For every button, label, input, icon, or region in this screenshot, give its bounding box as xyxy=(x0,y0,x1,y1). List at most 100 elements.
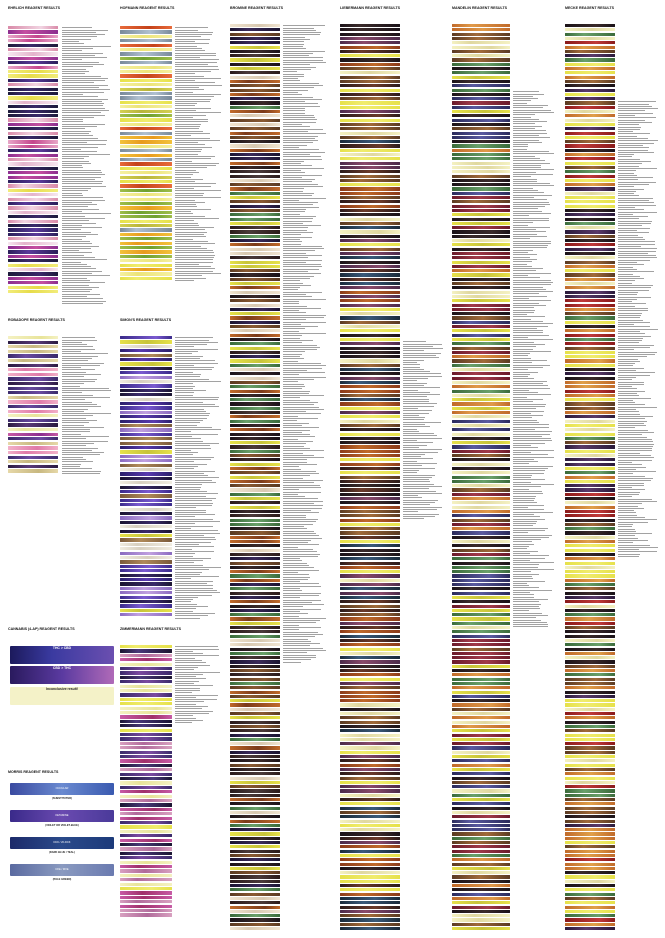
note-line xyxy=(513,323,553,325)
color-strip xyxy=(8,259,58,263)
note-line xyxy=(618,376,636,378)
note-line xyxy=(62,93,83,95)
note-line xyxy=(175,266,211,268)
note-line xyxy=(513,546,529,548)
note-line xyxy=(62,298,103,300)
color-strip xyxy=(230,849,280,853)
color-strip xyxy=(8,48,58,52)
note-line xyxy=(283,57,323,59)
note-line xyxy=(513,240,551,242)
note-line xyxy=(283,192,314,194)
note-line xyxy=(513,109,551,111)
section-title: ZIMMERMANN REAGENT RESULTS xyxy=(120,627,182,631)
color-strip xyxy=(452,84,510,88)
note-line xyxy=(513,445,531,447)
color-strip xyxy=(230,84,280,88)
color-strip xyxy=(340,712,400,716)
note-line xyxy=(513,470,545,472)
note-line xyxy=(283,128,323,130)
note-line xyxy=(618,255,656,257)
color-strip xyxy=(565,58,615,62)
note-line xyxy=(513,477,531,479)
note-line xyxy=(175,77,221,79)
note-line xyxy=(513,350,551,352)
color-strip xyxy=(340,561,400,565)
note-line xyxy=(618,138,648,140)
note-line xyxy=(513,513,534,515)
note-line xyxy=(403,384,424,386)
note-line xyxy=(513,148,527,150)
note-line xyxy=(513,353,530,355)
color-strip xyxy=(452,58,510,62)
note-line xyxy=(618,457,654,459)
color-strip xyxy=(230,32,280,36)
color-strip xyxy=(452,871,510,875)
note-line xyxy=(62,190,88,192)
color-strip xyxy=(340,767,400,772)
color-strip xyxy=(565,905,615,909)
note-line xyxy=(513,626,548,628)
note-line xyxy=(513,559,530,561)
color-strip xyxy=(452,217,510,221)
color-strip xyxy=(340,922,400,926)
note-line xyxy=(175,530,218,532)
note-line xyxy=(513,146,528,148)
note-line xyxy=(283,424,302,426)
note-line xyxy=(403,435,437,437)
note-line xyxy=(283,133,326,135)
color-strip xyxy=(565,256,615,260)
note-line xyxy=(513,520,537,522)
note-line xyxy=(618,496,632,498)
color-strip xyxy=(230,58,280,62)
color-strip xyxy=(565,613,615,617)
note-line xyxy=(175,36,201,38)
note-line xyxy=(175,680,199,682)
note-line xyxy=(62,84,108,86)
color-strip xyxy=(120,750,172,754)
note-line xyxy=(62,64,104,66)
color-strip xyxy=(8,61,58,65)
color-strip xyxy=(452,67,510,71)
color-strip xyxy=(120,450,172,454)
color-strip xyxy=(565,217,615,221)
note-line xyxy=(618,411,639,413)
color-strip xyxy=(120,254,172,258)
color-strip xyxy=(340,780,400,784)
note-line xyxy=(618,537,638,539)
color-strip xyxy=(8,391,58,395)
color-strip xyxy=(230,664,280,668)
note-line xyxy=(175,194,203,196)
color-strip xyxy=(8,171,58,175)
note-line xyxy=(175,401,203,403)
note-line xyxy=(403,481,430,483)
note-line xyxy=(283,271,308,273)
note-line xyxy=(618,500,657,502)
note-line xyxy=(175,231,207,233)
note-line xyxy=(618,121,652,123)
color-strip xyxy=(120,887,172,891)
color-strip xyxy=(8,290,58,294)
color-strip xyxy=(8,127,58,131)
color-strip xyxy=(452,712,510,716)
color-strip xyxy=(230,174,280,178)
color-strip xyxy=(565,363,615,367)
note-line xyxy=(618,507,644,509)
note-line xyxy=(175,664,210,666)
bromine-section: BROMINE REAGENT RESULTS xyxy=(230,6,330,10)
note-line xyxy=(513,275,528,277)
color-strip xyxy=(565,479,615,483)
note-line xyxy=(283,130,308,132)
note-line xyxy=(513,254,537,256)
color-strip xyxy=(230,239,280,243)
color-strip xyxy=(120,83,172,87)
note-line xyxy=(618,404,645,406)
zimmermann-strips xyxy=(120,645,172,917)
color-strip xyxy=(452,509,510,514)
note-line xyxy=(283,613,308,615)
note-line xyxy=(175,454,193,456)
note-line xyxy=(283,204,313,206)
color-strip xyxy=(340,651,400,655)
color-strip xyxy=(230,247,280,251)
color-strip xyxy=(8,83,58,87)
color-strip xyxy=(230,286,280,290)
